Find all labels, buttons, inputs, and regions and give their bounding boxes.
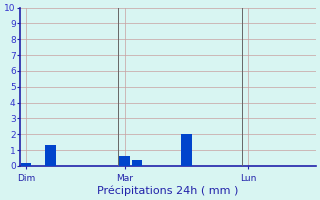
Bar — [132, 160, 142, 166]
X-axis label: Précipitations 24h ( mm ): Précipitations 24h ( mm ) — [97, 185, 238, 196]
Bar — [119, 156, 130, 166]
Bar — [21, 163, 31, 166]
Bar — [181, 134, 192, 166]
Bar — [45, 145, 56, 166]
